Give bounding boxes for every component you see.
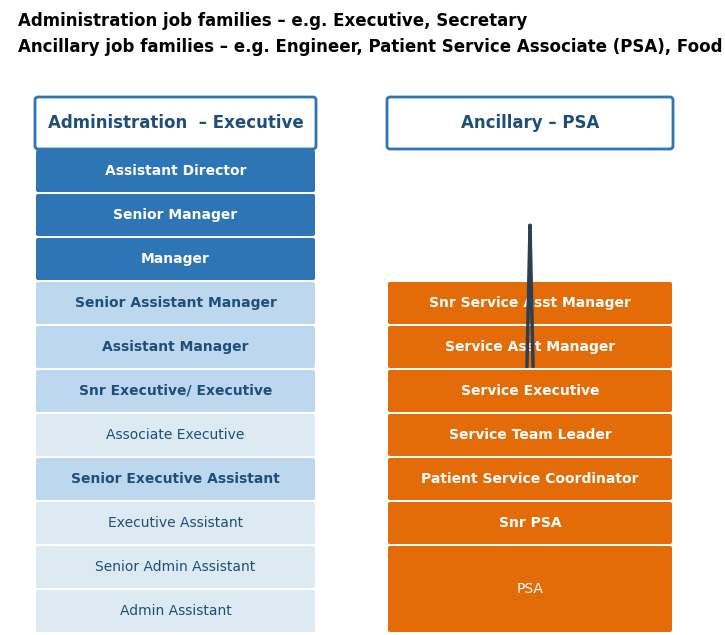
FancyBboxPatch shape [36,194,315,236]
Text: Senior Manager: Senior Manager [113,208,238,222]
Text: Assistant Director: Assistant Director [104,164,246,178]
Text: Manager: Manager [141,252,210,266]
Text: Administration  – Executive: Administration – Executive [48,114,303,132]
FancyBboxPatch shape [388,282,672,324]
FancyBboxPatch shape [388,414,672,456]
Text: Associate Executive: Associate Executive [107,428,244,442]
FancyBboxPatch shape [36,150,315,192]
Text: Senior Admin Assistant: Senior Admin Assistant [96,560,256,574]
Text: Service Executive: Service Executive [461,384,600,398]
Text: Senior Assistant Manager: Senior Assistant Manager [75,296,276,310]
FancyBboxPatch shape [36,282,315,324]
FancyBboxPatch shape [36,458,315,500]
FancyBboxPatch shape [35,97,316,149]
FancyBboxPatch shape [387,97,673,149]
Text: PSA: PSA [516,582,544,596]
FancyBboxPatch shape [36,326,315,368]
Text: Ancillary – PSA: Ancillary – PSA [461,114,599,132]
Text: Assistant Manager: Assistant Manager [102,340,249,354]
FancyBboxPatch shape [36,546,315,588]
FancyBboxPatch shape [388,502,672,544]
Text: Ancillary job families – e.g. Engineer, Patient Service Associate (PSA), Food Se: Ancillary job families – e.g. Engineer, … [18,38,725,56]
Text: Admin Assistant: Admin Assistant [120,604,231,618]
Text: Senior Executive Assistant: Senior Executive Assistant [71,472,280,486]
FancyBboxPatch shape [388,458,672,500]
FancyBboxPatch shape [388,370,672,412]
Text: Snr Executive/ Executive: Snr Executive/ Executive [79,384,272,398]
Text: Service Team Leader: Service Team Leader [449,428,611,442]
FancyBboxPatch shape [36,590,315,632]
FancyBboxPatch shape [36,238,315,280]
Text: Administration job families – e.g. Executive, Secretary: Administration job families – e.g. Execu… [18,12,527,30]
Text: Snr Service Asst Manager: Snr Service Asst Manager [429,296,631,310]
Text: Patient Service Coordinator: Patient Service Coordinator [421,472,639,486]
Text: Executive Assistant: Executive Assistant [108,516,243,530]
FancyBboxPatch shape [36,370,315,412]
FancyBboxPatch shape [36,414,315,456]
FancyBboxPatch shape [388,546,672,632]
Text: Service Asst Manager: Service Asst Manager [445,340,615,354]
FancyBboxPatch shape [36,502,315,544]
FancyBboxPatch shape [388,326,672,368]
Text: Snr PSA: Snr PSA [499,516,561,530]
